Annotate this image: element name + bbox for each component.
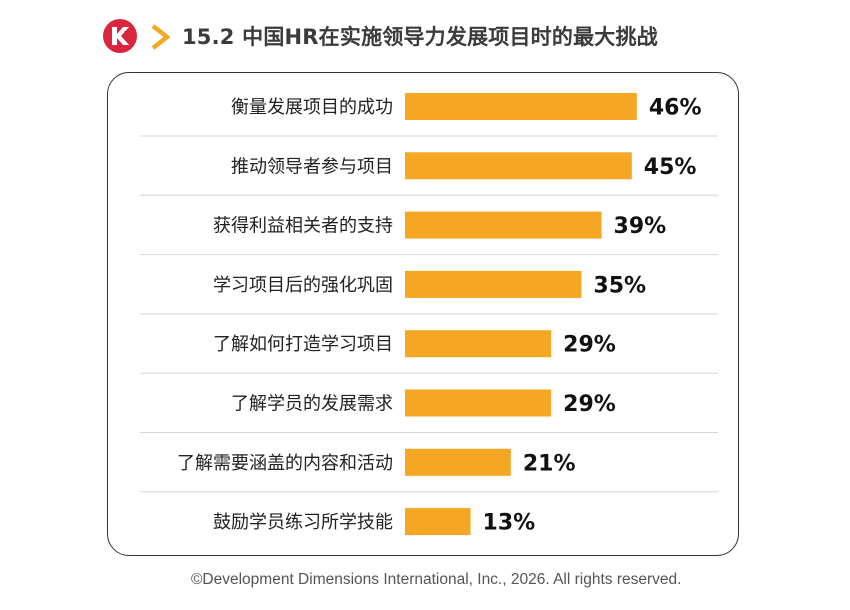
category-label: 了解如何打造学习项目 [213,334,393,355]
bar [405,152,632,180]
category-label: 鼓励学员练习所学技能 [213,512,393,533]
page-title: 15.2 中国HR在实施领导力发展项目时的最大挑战 [182,25,658,49]
ddi-logo-icon [103,19,137,53]
bar [405,211,602,239]
category-label: 了解需要涵盖的内容和活动 [177,453,393,474]
value-label: 46% [649,96,702,121]
value-label: 13% [483,511,536,536]
bar [405,389,552,417]
copyright-footer: ©Development Dimensions International, I… [191,571,682,588]
bar [405,270,582,298]
category-label: 推动领导者参与项目 [231,156,393,177]
bar [405,330,552,358]
value-label: 29% [563,333,616,358]
value-label: 21% [523,451,576,476]
category-label: 了解学员的发展需求 [231,394,393,415]
bar [405,93,637,120]
value-label: 39% [614,214,667,239]
chart-panel [107,72,739,556]
value-label: 45% [644,155,697,180]
bar [405,508,471,536]
value-label: 35% [593,273,646,298]
value-label: 29% [563,392,616,417]
category-label: 获得利益相关者的支持 [213,216,393,237]
category-label: 学习项目后的强化巩固 [213,275,393,296]
bar [405,448,511,476]
chevron-right-icon [151,24,170,50]
category-label: 衡量发展项目的成功 [231,97,393,118]
